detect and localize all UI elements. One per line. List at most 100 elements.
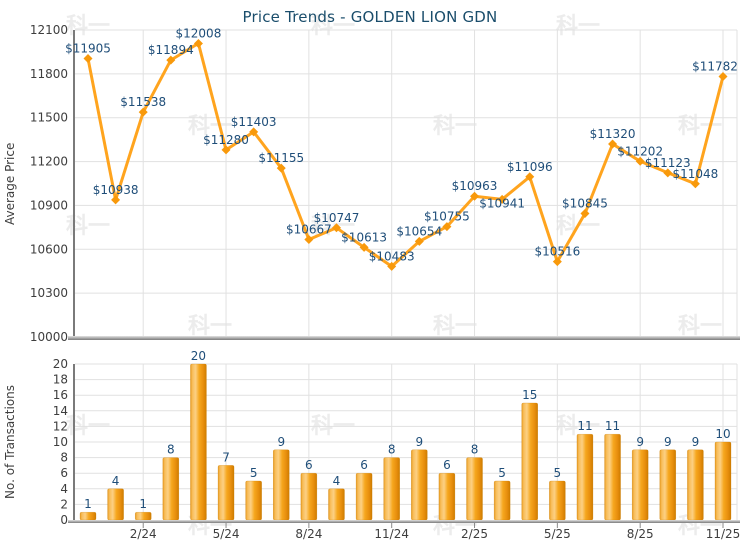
line-point-marker — [221, 145, 231, 155]
price-point-label: $10755 — [424, 210, 470, 224]
transaction-bar — [355, 472, 373, 521]
transactions-y-axis-line — [73, 364, 75, 520]
price-point-label: $12008 — [176, 26, 222, 40]
chart-title: Price Trends - GOLDEN LION GDN — [242, 8, 498, 26]
bar-value-label: 11 — [577, 419, 592, 433]
bar-value-label: 4 — [112, 474, 120, 488]
price-y-tick-label: 10600 — [30, 242, 68, 256]
price-point-label: $10747 — [314, 211, 360, 225]
price-point-label: $11403 — [231, 115, 277, 129]
transaction-bar — [521, 402, 538, 521]
price-point-label: $10654 — [396, 224, 442, 238]
line-point-marker — [690, 179, 700, 189]
bar-value-label: 11 — [605, 419, 620, 433]
bar-value-label: 9 — [636, 435, 644, 449]
transaction-bar — [79, 511, 97, 521]
price-point-label: $10938 — [93, 183, 139, 197]
x-axis-tick-label: 5/25 — [544, 527, 571, 541]
price-point-label: $11155 — [258, 151, 304, 165]
bar-value-label: 9 — [415, 435, 423, 449]
bar-value-label: 6 — [443, 458, 451, 472]
transactions-y-tick-label: 2 — [60, 497, 68, 511]
transaction-bar — [659, 449, 677, 521]
price-point-label: $10516 — [534, 245, 580, 259]
transaction-bar — [576, 433, 594, 521]
line-point-marker — [304, 234, 314, 244]
line-point-marker — [193, 38, 203, 48]
line-point-marker — [663, 168, 673, 178]
price-y-axis-line — [73, 30, 75, 337]
bar-value-label: 8 — [471, 443, 479, 457]
transactions-y-tick-label: 10 — [53, 435, 68, 449]
y-axis-title-price: Average Price — [3, 142, 17, 225]
transactions-y-tick-label: 8 — [60, 451, 68, 465]
x-axis-tick-label: 11/25 — [706, 527, 740, 541]
price-line — [86, 41, 725, 268]
transaction-bar — [217, 465, 235, 521]
transaction-bar — [714, 441, 732, 521]
transactions-y-tick-label: 16 — [53, 388, 68, 402]
price-x-axis-line — [68, 336, 740, 340]
transaction-bar — [383, 457, 400, 521]
price-point-label: $11048 — [672, 167, 718, 181]
bar-value-label: 7 — [222, 450, 230, 464]
transaction-bar — [411, 449, 428, 521]
price-point-label: $10667 — [286, 222, 332, 236]
x-axis-tick-label: 8/24 — [295, 527, 322, 541]
line-point-marker — [331, 223, 341, 233]
transaction-bar — [493, 480, 511, 521]
transaction-bar — [190, 363, 207, 521]
price-point-label: $11280 — [203, 133, 249, 147]
transactions-y-tick-label: 6 — [60, 466, 68, 480]
transaction-bar — [687, 449, 704, 521]
price-point-label: $11782 — [692, 59, 738, 73]
watermark-text: 科一 — [556, 14, 600, 39]
bar-value-label: 8 — [388, 443, 396, 457]
price-point-label: $11538 — [120, 95, 166, 109]
transaction-bar — [245, 480, 262, 521]
price-point-label: $10845 — [562, 196, 608, 210]
price-y-tick-label: 12100 — [30, 23, 68, 37]
transaction-bar — [466, 457, 483, 521]
transactions-y-tick-label: 18 — [53, 373, 68, 387]
transaction-bar — [438, 472, 456, 521]
line-point-marker — [525, 172, 535, 182]
line-point-marker — [138, 107, 148, 117]
y-axis-title-transactions: No. of Transactions — [3, 384, 17, 500]
line-point-marker — [580, 208, 590, 218]
bar-value-label: 9 — [277, 435, 285, 449]
watermark-text: 科一 — [433, 314, 477, 339]
bar-value-label: 9 — [692, 435, 700, 449]
price-point-label: $11905 — [65, 42, 111, 56]
price-point-label: $11123 — [645, 156, 691, 170]
line-point-marker — [276, 163, 286, 173]
line-point-marker — [249, 127, 259, 137]
watermark-text: 科一 — [66, 214, 110, 239]
watermark-text: 科一 — [311, 14, 355, 39]
bar-value-label: 10 — [715, 427, 730, 441]
line-point-marker — [83, 54, 93, 64]
bar-value-label: 5 — [498, 466, 506, 480]
line-point-marker — [442, 222, 452, 232]
bar-value-label: 6 — [360, 458, 368, 472]
line-point-marker — [718, 71, 728, 81]
price-point-label: $10483 — [369, 249, 415, 263]
transaction-bar — [631, 449, 649, 521]
bar-value-label: 5 — [554, 466, 562, 480]
bar-value-label: 6 — [305, 458, 313, 472]
line-point-marker — [387, 261, 397, 271]
bar-value-label: 9 — [664, 435, 672, 449]
bar-value-label: 5 — [250, 466, 258, 480]
bar-value-label: 8 — [167, 443, 175, 457]
price-point-label: $10963 — [452, 179, 498, 193]
transactions-x-axis-line — [68, 520, 740, 523]
price-point-label: $10941 — [479, 196, 525, 210]
bar-value-label: 20 — [191, 349, 206, 363]
price-line-chart: 12100 11800 11500 11200 10900 10600 10300 10000… — [30, 23, 740, 344]
line-point-marker — [552, 257, 562, 267]
line-point-marker — [635, 156, 645, 166]
x-axis-tick-label: 2/25 — [461, 527, 488, 541]
